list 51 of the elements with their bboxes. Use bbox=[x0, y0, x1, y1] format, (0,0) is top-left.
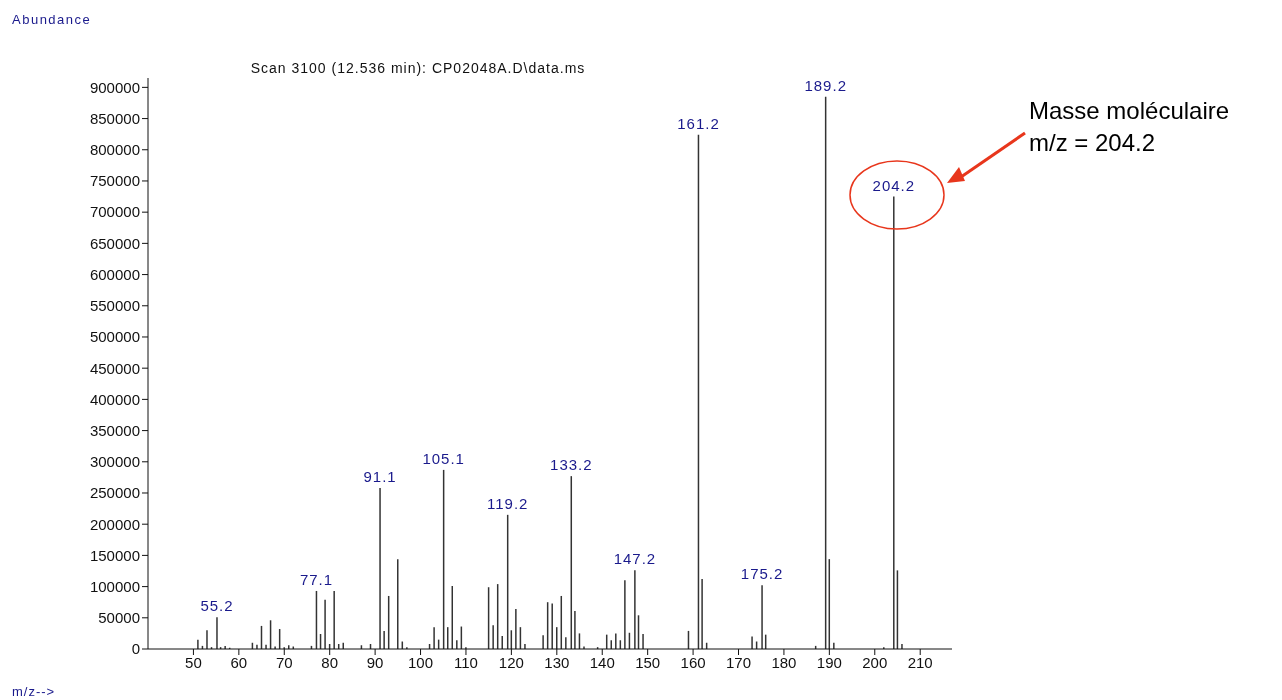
annotation: 204.2 bbox=[872, 176, 916, 194]
annotation: 133.2 bbox=[550, 456, 593, 474]
y-tick-label: 800000 bbox=[89, 141, 140, 159]
annotation: 119.2 bbox=[487, 494, 529, 512]
chart-title: Scan 3100 (12.536 min): CP02048A.D\data.ms bbox=[249, 60, 587, 76]
annotation: 91.1 bbox=[363, 468, 397, 485]
x-tick-label: 80 bbox=[321, 653, 339, 671]
y-tick-label: 650000 bbox=[89, 234, 140, 252]
annotation: 161.2 bbox=[677, 114, 720, 132]
y-tick-label: 600000 bbox=[89, 265, 140, 283]
x-tick-label: 200 bbox=[862, 653, 888, 671]
x-axis-title: m/z--> bbox=[12, 684, 56, 699]
x-tick-label: 100 bbox=[408, 653, 434, 671]
y-tick-label: 900000 bbox=[89, 78, 140, 96]
annotation: 55.2 bbox=[200, 597, 234, 615]
y-tick-label: 450000 bbox=[89, 359, 140, 377]
x-tick-label: 140 bbox=[589, 653, 615, 671]
y-tick-label: 350000 bbox=[89, 421, 140, 439]
x-tick-label: 110 bbox=[454, 653, 478, 671]
x-tick-label: 160 bbox=[680, 653, 706, 671]
y-tick-label: 700000 bbox=[89, 203, 140, 221]
x-tick-label: 60 bbox=[230, 653, 248, 671]
y-axis-title: Abundance bbox=[12, 12, 92, 27]
y-tick-label: 500000 bbox=[89, 328, 140, 346]
x-tick-label: 50 bbox=[185, 653, 202, 671]
x-tick-label: 70 bbox=[275, 653, 293, 671]
y-tick-label: 550000 bbox=[89, 297, 140, 315]
annotation: 77.1 bbox=[299, 570, 334, 588]
y-tick-label: 150000 bbox=[89, 546, 140, 564]
y-tick-label: 200000 bbox=[89, 515, 140, 533]
x-tick-label: 210 bbox=[907, 653, 933, 671]
y-tick-label: 50000 bbox=[98, 609, 140, 627]
text: Masse moléculaire m/z = 204.2 bbox=[1029, 96, 1230, 158]
y-tick-label: 400000 bbox=[89, 390, 140, 408]
y-tick-label: 100000 bbox=[89, 577, 140, 595]
y-tick-label: 750000 bbox=[89, 172, 140, 190]
annotation: 175.2 bbox=[740, 565, 784, 583]
x-tick-label: 180 bbox=[771, 653, 797, 671]
x-tick-label: 190 bbox=[816, 653, 842, 671]
y-tick-label: 250000 bbox=[89, 484, 140, 502]
x-tick-label: 130 bbox=[544, 653, 570, 671]
y-tick-label: 0 bbox=[131, 640, 140, 658]
x-tick-label: 90 bbox=[366, 653, 384, 671]
y-tick-label: 850000 bbox=[89, 109, 140, 127]
x-tick-label: 120 bbox=[498, 653, 524, 671]
annotation: 105.1 bbox=[422, 449, 465, 467]
x-tick-label: 170 bbox=[725, 653, 752, 671]
x-tick-label: 150 bbox=[635, 653, 661, 671]
y-tick-label: 300000 bbox=[89, 453, 140, 471]
annotation: 189.2 bbox=[804, 76, 847, 94]
annotation: 147.2 bbox=[613, 550, 657, 568]
